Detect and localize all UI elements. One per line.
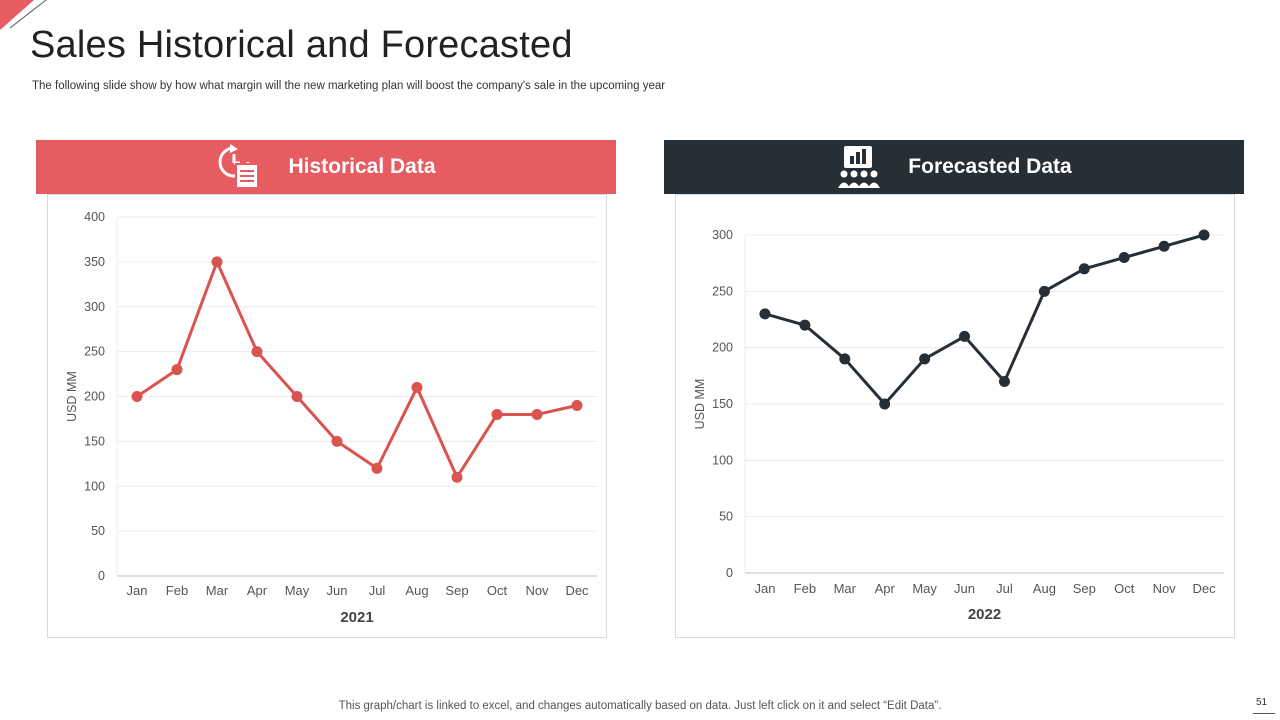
x-tick-label: Aug [405,583,428,598]
data-point [839,353,851,365]
y-tick-label: 0 [726,566,733,580]
data-point [411,382,423,394]
y-tick-label: 350 [84,255,105,269]
data-point [1078,263,1090,275]
y-tick-label: 150 [712,397,733,411]
data-point [571,399,583,411]
data-point [799,319,811,331]
forecasted-data-header: Forecasted Data [664,140,1244,194]
x-tick-label: Jul [369,583,386,598]
x-axis-title: 2022 [968,606,1001,623]
x-tick-label: Apr [875,581,896,596]
data-point [371,462,383,474]
data-point [331,435,343,447]
forecasted-data-label: Forecasted Data [908,155,1072,178]
page-number-underline [1253,713,1275,714]
y-axis-title: USD MM [65,371,79,422]
x-tick-label: Sep [1073,581,1096,596]
forecast-chart-card: 0 50 100 150 200 250 300 Jan Feb Mar Apr May Jun Jul A… [675,194,1235,638]
y-tick-label: 250 [84,345,105,359]
data-point [998,375,1010,387]
data-point [919,353,931,365]
data-point [211,256,223,268]
data-point [491,408,503,420]
x-tick-label: May [912,581,937,596]
data-point [1158,240,1170,252]
x-tick-label: Nov [525,583,549,598]
series-line [136,260,578,479]
historical-data-header: Historical Data [36,140,616,194]
x-tick-label: Aug [1033,581,1056,596]
data-point [171,364,183,376]
x-tick-label: Mar [206,583,229,598]
data-point [1198,229,1210,241]
data-point [531,408,543,420]
page-number: 51 [1256,697,1268,708]
x-tick-label: Oct [487,583,508,598]
data-point [759,308,771,320]
y-tick-label: 300 [84,300,105,314]
x-tick-label: Oct [1114,581,1135,596]
data-point [1118,252,1130,264]
history-document-icon [219,144,260,189]
historical-data-label: Historical Data [288,155,436,178]
y-tick-label: 0 [98,569,105,583]
y-tick-label: 150 [84,434,105,448]
x-tick-label: May [285,583,310,598]
data-point [879,398,891,410]
data-point [959,330,971,342]
x-tick-label: Jul [996,581,1013,596]
y-tick-label: 250 [712,284,733,298]
x-tick-label: Sep [445,583,468,598]
page-subtitle: The following slide show by how what mar… [32,80,666,92]
data-point [291,391,303,402]
y-tick-label: 200 [712,341,733,355]
x-tick-label: Jun [954,581,975,596]
y-axis-title: USD MM [693,379,707,430]
y-tick-label: 50 [91,524,105,538]
data-point [251,346,263,358]
historical-chart-card: 0 50 100 150 200 250 300 350 400 Jan Feb Mar Apr May J… [47,194,607,638]
data-point [131,391,143,402]
x-tick-label: Dec [1192,581,1216,596]
x-axis-title: 2021 [340,609,373,626]
x-tick-label: Jan [754,581,775,596]
y-tick-label: 100 [712,453,733,467]
x-tick-label: Jun [327,583,348,598]
page-title: Sales Historical and Forecasted [30,24,573,66]
x-tick-label: Dec [565,583,589,598]
presentation-audience-icon [838,146,881,188]
y-tick-label: 100 [84,479,105,493]
x-tick-label: Jan [127,583,148,598]
forecast-line-chart: 0 50 100 150 200 250 300 Jan Feb Mar Apr May Jun Jul A… [693,228,1224,623]
historical-line-chart: 0 50 100 150 200 250 300 350 400 Jan Feb Mar Apr May J… [65,210,597,626]
x-tick-label: Feb [166,583,188,598]
x-tick-label: Nov [1153,581,1177,596]
x-tick-label: Apr [247,583,268,598]
y-tick-label: 200 [84,390,105,404]
data-point [1038,285,1050,297]
y-tick-label: 400 [84,210,105,224]
data-point [451,471,463,483]
footer-note: This graph/chart is linked to excel, and… [338,700,942,712]
y-tick-label: 50 [719,510,733,524]
y-tick-label: 300 [712,228,733,242]
x-tick-label: Feb [794,581,816,596]
x-tick-label: Mar [834,581,857,596]
series-line [764,233,1205,406]
corner-decoration [0,0,47,30]
